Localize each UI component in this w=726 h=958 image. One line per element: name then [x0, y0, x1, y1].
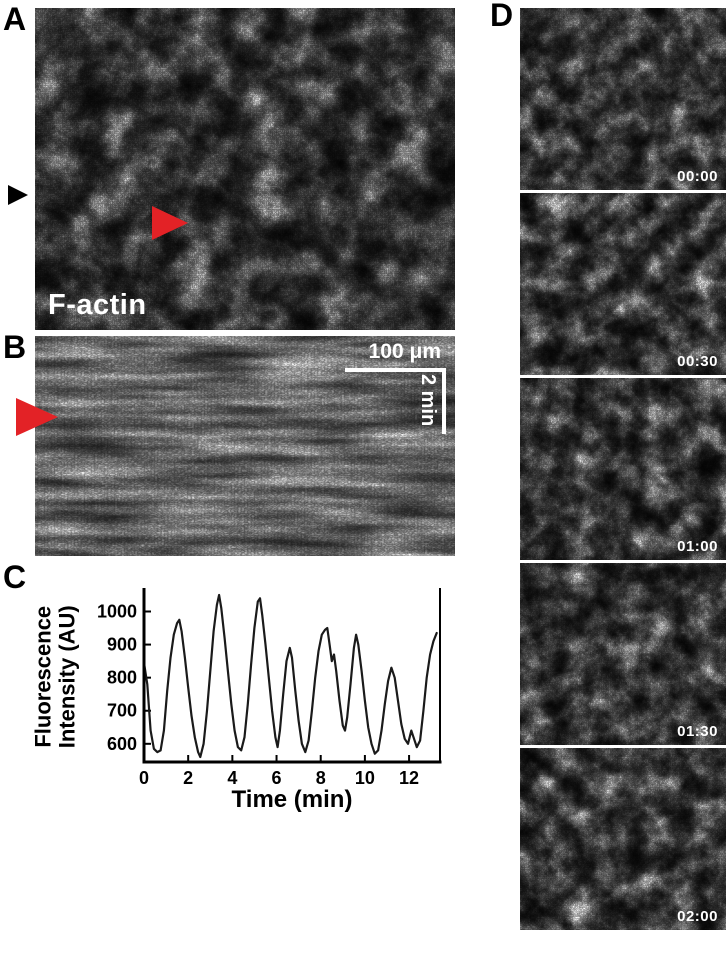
- panel-b-noise-texture: [35, 336, 455, 556]
- y-axis-label-line1: Fluorescence: [30, 605, 56, 748]
- frame-5-noise-texture: [520, 748, 726, 930]
- panel-d-frame-2: 00:30: [520, 193, 726, 375]
- y-axis-tick-label: 600: [107, 734, 137, 754]
- frame-1-noise-texture: [520, 8, 726, 190]
- red-arrowhead-icon: [152, 206, 188, 240]
- fluorescence-intensity-chart: 600 700 800 900 1000 0 2 4 6 8 10 12: [97, 588, 442, 788]
- space-scale-bar: [345, 368, 442, 372]
- panel-a-noise-texture: [35, 8, 455, 330]
- frame-4-noise-texture: [520, 563, 726, 745]
- panel-d-frame-5: 02:00: [520, 748, 726, 930]
- x-axis-tick-label: 10: [355, 768, 375, 788]
- y-axis-tick-label: 800: [107, 668, 137, 688]
- panel-b-kymograph-image: 100 μm 2 min: [35, 336, 455, 556]
- y-axis-tick-label: 1000: [97, 602, 137, 622]
- frame-3-noise-texture: [520, 378, 726, 560]
- time-scale-bar: [442, 368, 446, 434]
- x-axis-tick-label: 12: [399, 768, 419, 788]
- y-axis-tick-label: 900: [107, 635, 137, 655]
- panel-d-frame-4: 01:30: [520, 563, 726, 745]
- y-axis-label-line2: Intensity (AU): [54, 605, 79, 749]
- x-axis-label: Time (min): [231, 786, 353, 813]
- frame-timestamp: 00:30: [677, 353, 718, 370]
- frame-timestamp: 01:30: [677, 723, 718, 740]
- frame-timestamp: 02:00: [677, 908, 718, 925]
- frame-timestamp: 00:00: [677, 168, 718, 185]
- panel-c-label: C: [3, 559, 27, 595]
- x-axis-tick-label: 2: [183, 768, 193, 788]
- y-axis-tick-label: 700: [107, 701, 137, 721]
- red-arrowhead-icon: [16, 398, 58, 436]
- frame-2-noise-texture: [520, 193, 726, 375]
- x-axis-tick-label: 8: [316, 768, 326, 788]
- f-actin-label: F-actin: [48, 289, 147, 321]
- frame-timestamp: 01:00: [677, 538, 718, 555]
- panel-d-label: D: [490, 0, 514, 33]
- black-arrowhead-icon: [8, 185, 28, 205]
- space-scale-bar-label: 100 μm: [368, 340, 441, 363]
- panel-a-microscopy-image: F-actin: [35, 8, 455, 330]
- x-axis-tick-label: 0: [139, 768, 149, 788]
- y-axis-label: Fluorescence Intensity (AU): [30, 562, 79, 792]
- time-scale-bar-label: 2 min: [417, 374, 439, 427]
- panel-a-label: A: [3, 1, 27, 37]
- intensity-trace: [142, 593, 438, 759]
- panel-d-frame-3: 01:00: [520, 378, 726, 560]
- x-axis-tick-label: 6: [272, 768, 282, 788]
- panel-d-frame-1: 00:00: [520, 8, 726, 190]
- panel-b-label: B: [3, 329, 27, 365]
- x-axis-tick-label: 4: [227, 768, 237, 788]
